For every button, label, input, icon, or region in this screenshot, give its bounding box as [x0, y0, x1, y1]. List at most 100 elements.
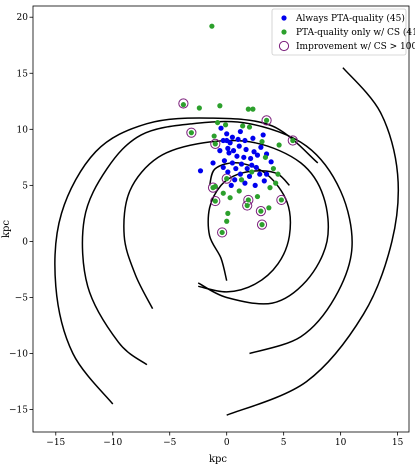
always-pta-point — [221, 158, 228, 164]
cs-only-point — [262, 154, 269, 160]
legend-label-improvement: Improvement w/ CS > 100x — [296, 42, 415, 52]
always-pta-point — [248, 155, 254, 162]
cs-only-point — [209, 23, 215, 29]
y-axis-label: kpc — [1, 220, 12, 238]
cs-only-point — [246, 124, 253, 130]
always-pta-point — [251, 149, 257, 155]
cs-only-point — [224, 218, 230, 224]
always-pta-point — [244, 165, 250, 172]
cs-only-point — [244, 202, 250, 209]
legend: Always PTA-quality (45) PTA-quality only … — [271, 8, 415, 56]
improvement-ring — [178, 98, 189, 109]
improvement-ring — [261, 115, 272, 126]
cs-only-point — [290, 137, 296, 144]
cs-only-point — [180, 102, 186, 108]
always-pta-point — [237, 128, 243, 135]
always-pta-point — [217, 148, 223, 154]
always-pta-point — [197, 168, 204, 174]
cs-only-point — [222, 122, 229, 128]
cs-only-point — [266, 205, 272, 211]
always-pta-point — [233, 165, 239, 172]
always-pta-point — [237, 171, 243, 177]
always-pta-point — [234, 153, 240, 159]
cs-only-point — [259, 139, 265, 145]
x-tick-label: 0 — [224, 438, 230, 448]
cs-only-point — [258, 208, 264, 214]
always-pta-point — [224, 137, 230, 144]
y-tick-label: −5 — [15, 293, 29, 303]
always-pta-point — [229, 134, 235, 140]
spiral-arm-3 — [81, 120, 353, 366]
cs-only-point — [210, 185, 216, 191]
plot-area-frame — [32, 5, 410, 433]
cs-only-point — [211, 133, 217, 139]
cs-only-point — [220, 190, 226, 196]
cs-only-point — [245, 197, 251, 203]
cs-only-point — [219, 229, 225, 236]
always-pta-point — [260, 132, 266, 138]
spiral-arm-2 — [54, 117, 319, 405]
always-pta-point — [268, 159, 274, 165]
cs-only-point — [259, 222, 265, 228]
axes-frame — [32, 5, 410, 433]
always-pta-point — [228, 182, 234, 188]
legend-marker-cs_only — [281, 29, 287, 35]
legend-marker-always — [281, 15, 287, 21]
cs-only-point — [217, 103, 223, 109]
x-tick-label: 10 — [335, 438, 347, 448]
cs-only-point — [225, 210, 231, 216]
always-pta-point — [250, 135, 256, 141]
cs-only-point — [270, 165, 277, 172]
improvement-ring — [256, 219, 268, 230]
always-pta-point — [224, 131, 230, 137]
always-pta-point — [249, 162, 255, 168]
always-pta-point — [258, 144, 264, 150]
cs-only-point — [276, 142, 282, 148]
always-pta-point — [229, 160, 235, 166]
always-pta-point — [241, 154, 247, 160]
always-pta-point — [257, 171, 263, 177]
cs-only-point — [263, 117, 270, 123]
always-pta-point — [210, 160, 216, 166]
cs-only-point — [236, 188, 242, 194]
legend-label-cs_only: PTA-quality only w/ CS (41) — [296, 27, 415, 38]
cs-only-point — [249, 169, 255, 175]
y-tick-label: −10 — [9, 350, 28, 360]
improvement-ring — [287, 135, 298, 146]
always-pta-point — [218, 125, 224, 131]
cs-only-point — [278, 197, 284, 203]
x-tick-label: −5 — [163, 438, 177, 448]
cs-only-point — [212, 141, 218, 147]
cs-only-point — [227, 195, 233, 201]
always-pta-point — [252, 182, 258, 188]
spiral-arm-5 — [198, 161, 292, 293]
x-tick-label: −10 — [103, 438, 122, 448]
cs-only-point — [245, 106, 251, 112]
always-pta-point — [226, 150, 232, 156]
cs-only-point — [188, 130, 194, 136]
cs-only-point — [238, 177, 245, 183]
always-pta-point — [253, 164, 259, 171]
x-axis-label: kpc — [209, 454, 227, 465]
improvement-ring — [186, 127, 197, 138]
always-pta-point — [238, 161, 245, 167]
cs-only-point — [214, 119, 221, 126]
always-pta-point — [235, 136, 241, 143]
always-pta-point — [232, 177, 238, 183]
always-pta-point — [243, 146, 249, 153]
cs-only-point — [275, 171, 281, 177]
always-pta-point — [242, 137, 248, 144]
improvement-ring — [276, 194, 287, 206]
always-pta-point — [263, 171, 270, 177]
always-pta-point — [225, 169, 231, 175]
cs-only-point — [240, 123, 246, 129]
y-tick-label: 15 — [17, 69, 29, 79]
legend-box — [271, 8, 407, 56]
y-tick-label: 10 — [17, 125, 29, 135]
always-pta-point — [254, 152, 261, 158]
always-pta-point — [236, 143, 242, 149]
y-tick-label: 0 — [22, 237, 28, 247]
always-pta-point — [220, 164, 226, 171]
improvement-ring — [255, 206, 266, 217]
